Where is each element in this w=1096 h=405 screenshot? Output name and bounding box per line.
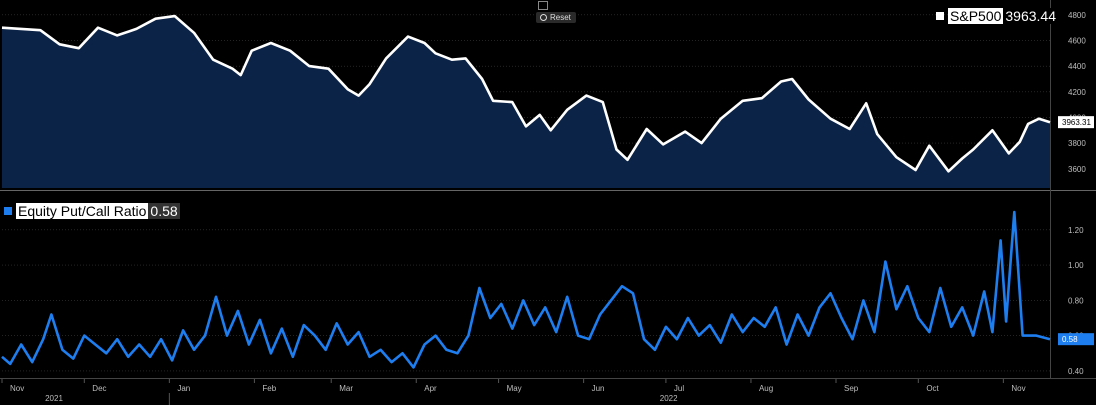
putcall-swatch: [4, 207, 12, 216]
y-tick-label: 1.20: [1068, 226, 1084, 235]
x-tick-label: Mar: [339, 384, 353, 393]
y-tick-label: 4800: [1068, 11, 1086, 20]
x-tick-label: May: [507, 384, 522, 393]
y-tick-label: 4200: [1068, 88, 1086, 97]
y-tick-label: 4400: [1068, 62, 1086, 71]
y-tick-label: 1.00: [1068, 261, 1084, 270]
putcall-line: [1, 210, 1051, 369]
x-tick-label: Feb: [262, 384, 276, 393]
x-tick-label: Nov: [10, 384, 24, 393]
x-tick-label: Oct: [926, 384, 939, 393]
sp500-legend-name: S&P500: [948, 8, 1004, 25]
putcall-legend: Equity Put/Call Ratio 0.58: [4, 202, 180, 220]
x-tick-label: Jun: [592, 384, 605, 393]
putcall-last-value: 0.58: [1062, 335, 1078, 344]
y-tick-label: 3600: [1068, 165, 1086, 174]
x-tick-label: Jan: [177, 384, 190, 393]
x-year-label: 2021: [45, 394, 63, 403]
x-tick-label: Sep: [844, 384, 859, 393]
x-year-label: 2022: [660, 394, 678, 403]
x-tick-label: Dec: [92, 384, 106, 393]
sp500-swatch: [936, 12, 945, 21]
sp500-line: [1, 14, 1051, 173]
putcall-last-badge: [1058, 333, 1094, 346]
sp500-last-value: 3963.31: [1062, 118, 1091, 127]
mail-icon[interactable]: [538, 1, 548, 10]
y-tick-label: 0.40: [1068, 367, 1084, 376]
y-tick-label: 3800: [1068, 139, 1086, 148]
reset-label: Reset: [550, 13, 571, 22]
sp500-legend-value: 3963.44: [1003, 8, 1058, 25]
x-tick-label: Jul: [674, 384, 684, 393]
y-tick-label: 0.80: [1068, 296, 1084, 305]
x-tick-label: Apr: [424, 384, 437, 393]
putcall-legend-value: 0.58: [148, 203, 180, 220]
x-tick-label: Nov: [1011, 384, 1025, 393]
sp500-area: [2, 16, 1050, 188]
sp500-last-badge: [1058, 116, 1094, 129]
y-tick-label: 4600: [1068, 36, 1086, 45]
sp500-legend: S&P500 3963.44: [936, 7, 1058, 25]
putcall-legend-name: Equity Put/Call Ratio: [16, 203, 149, 220]
reset-button[interactable]: Reset: [536, 12, 576, 23]
reset-icon: [540, 14, 547, 21]
x-tick-label: Aug: [759, 384, 773, 393]
